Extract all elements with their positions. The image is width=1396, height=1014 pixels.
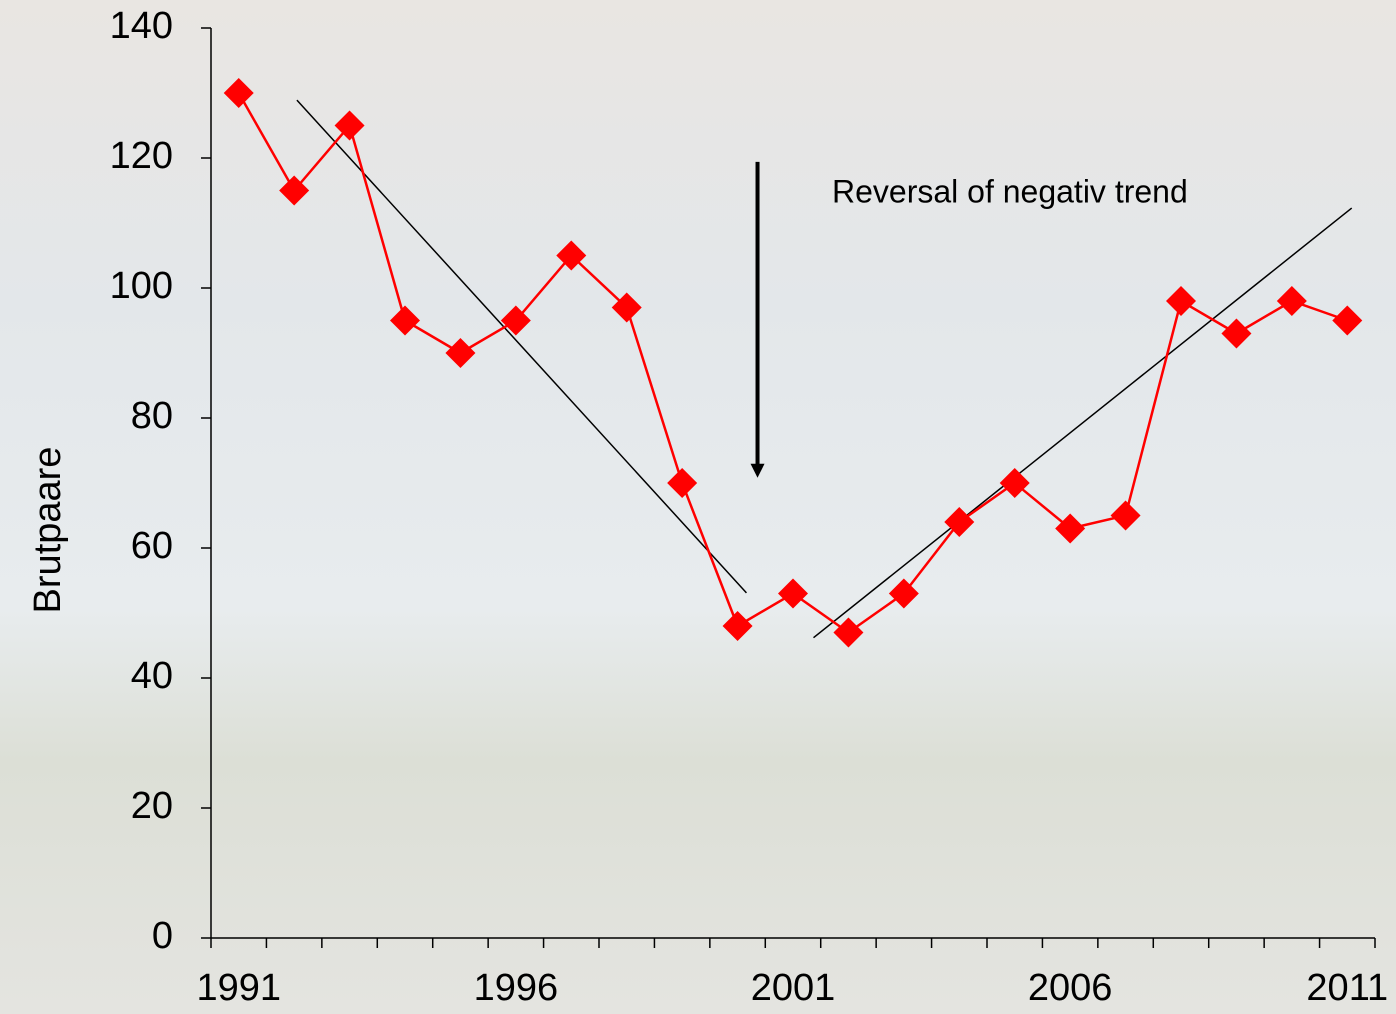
x-tick-label: 2006 xyxy=(1028,967,1113,1009)
annotation: Reversal of negativ trend xyxy=(832,173,1188,209)
y-tick-label: 40 xyxy=(131,655,173,697)
page: {"chart_data": {"type": "line", "y_label… xyxy=(0,0,1396,1014)
background xyxy=(0,0,1396,1014)
y-tick-label: 60 xyxy=(131,525,173,567)
y-tick-label: 100 xyxy=(110,265,173,307)
y-axis-label: Brutpaare xyxy=(27,447,69,614)
x-tick-label: 1996 xyxy=(474,967,559,1009)
y-tick-label: 20 xyxy=(131,785,173,827)
y-tick-label: 80 xyxy=(131,395,173,437)
y-tick-label: 120 xyxy=(110,135,173,177)
x-tick-label: 1991 xyxy=(196,967,281,1009)
y-tick-label: 140 xyxy=(110,5,173,47)
x-tick-label: 2001 xyxy=(751,967,836,1009)
y-tick-label: 0 xyxy=(152,915,173,957)
chart: Reversal of negativ trend Brutpaare 0 20 4… xyxy=(0,0,1396,1014)
x-tick-label: 2011 xyxy=(1306,967,1388,1009)
